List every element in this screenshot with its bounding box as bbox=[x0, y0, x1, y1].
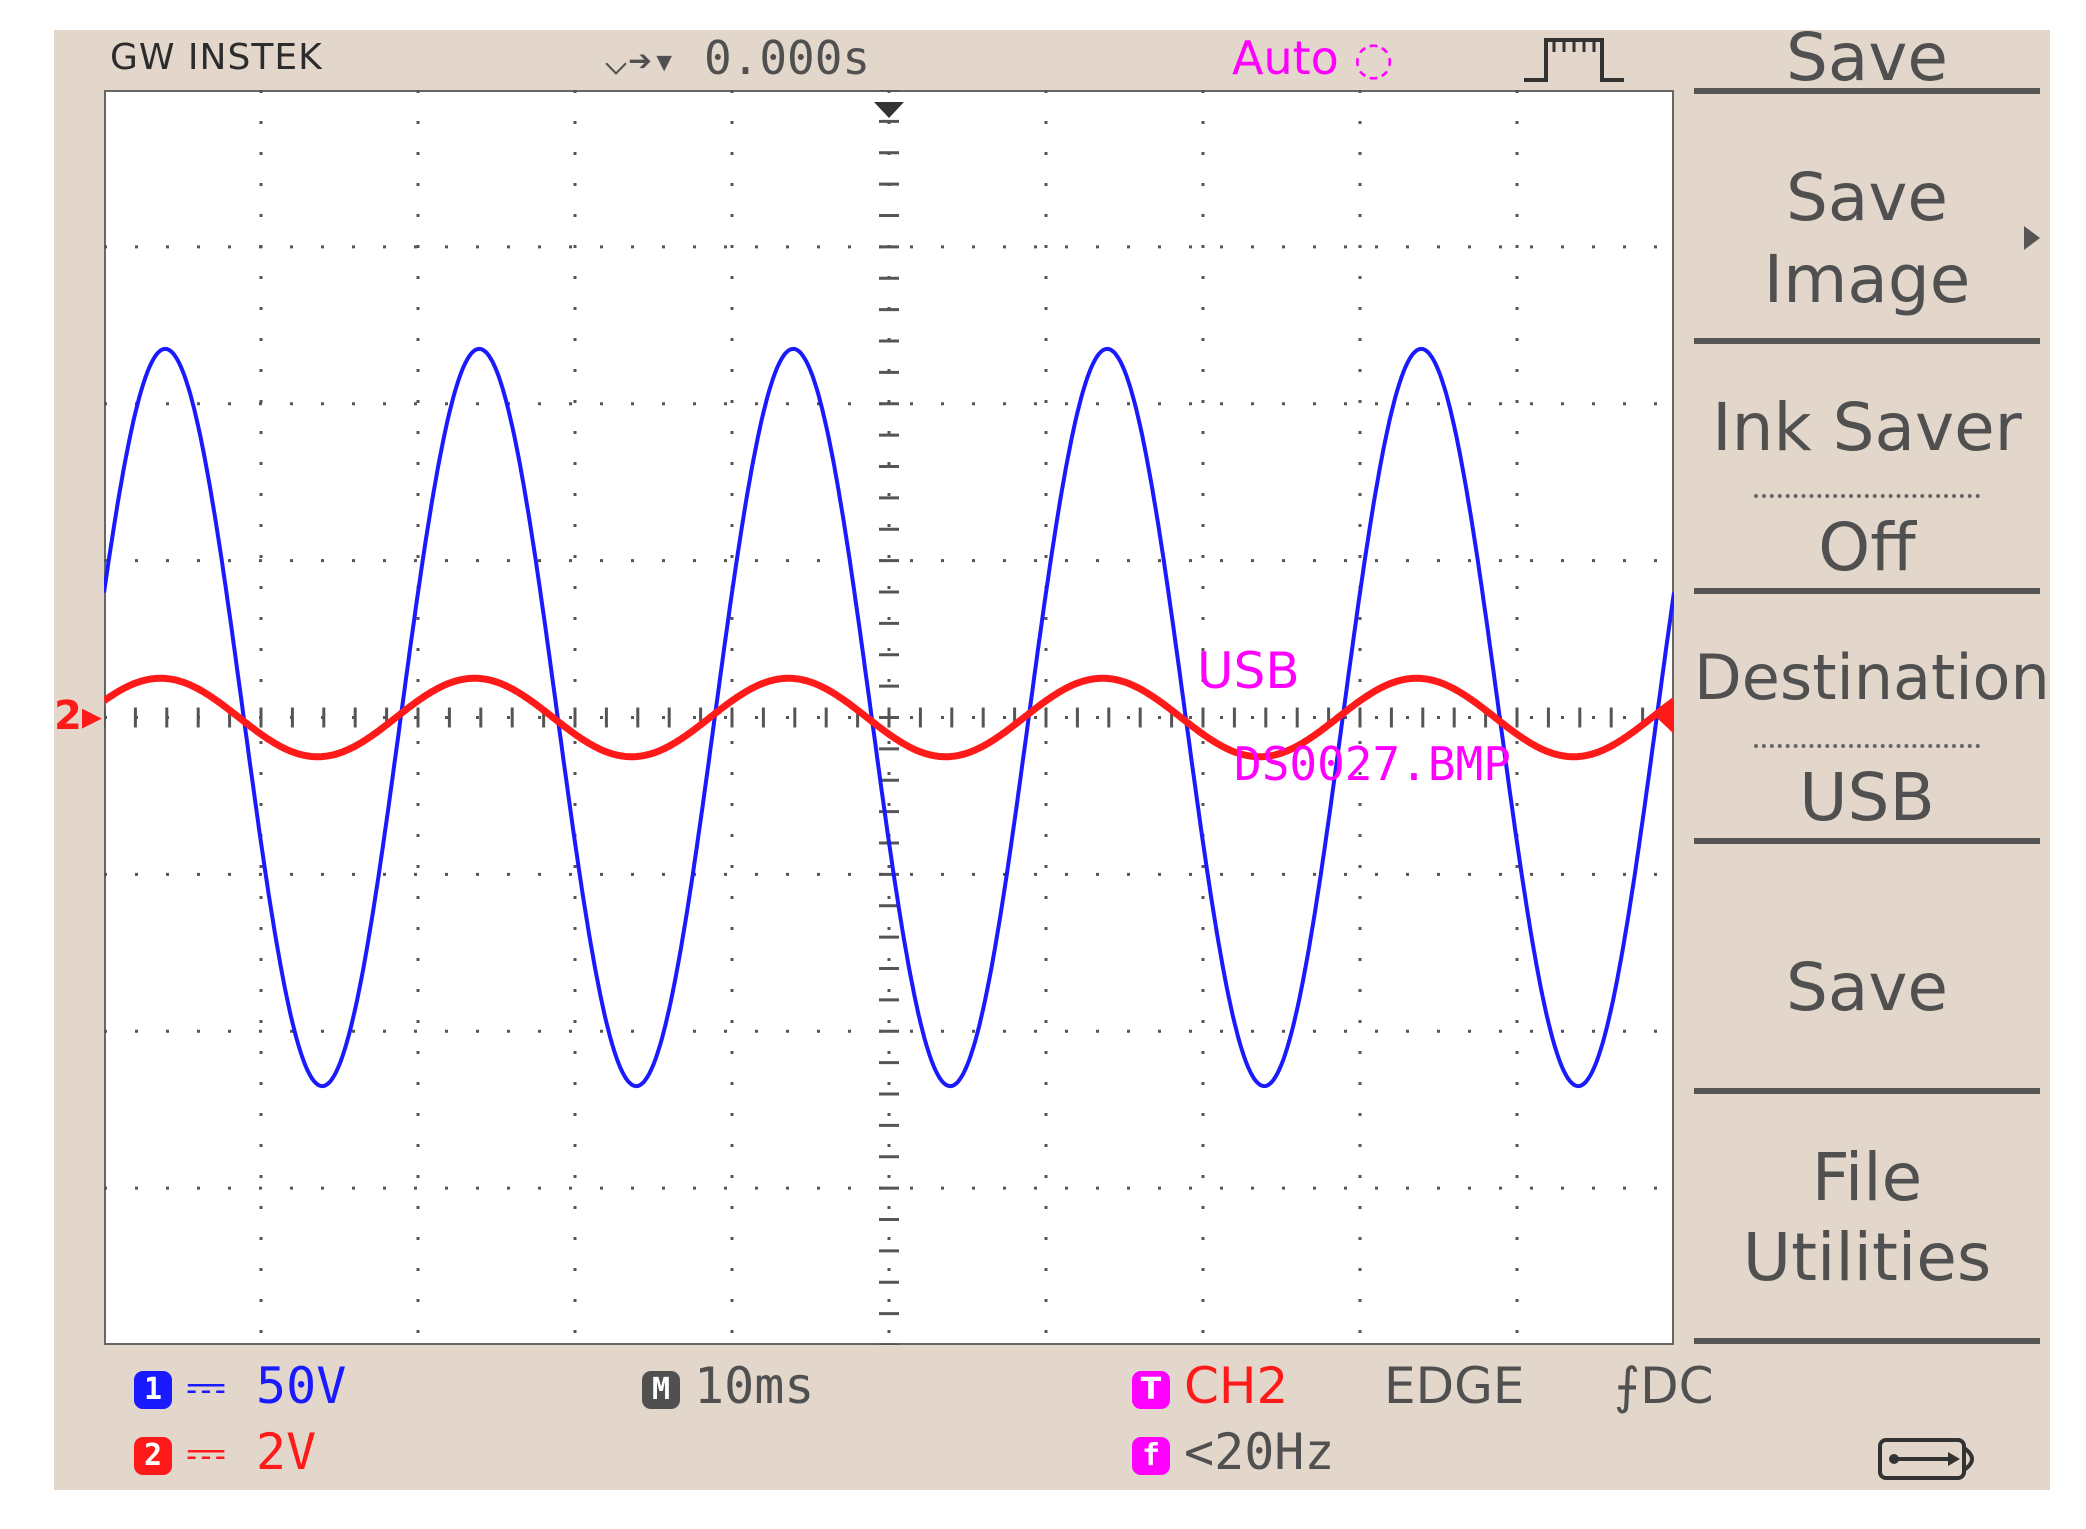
destination-value: USB bbox=[1799, 759, 1935, 836]
save-image-label-1: Save bbox=[1785, 159, 1948, 236]
ch1-waveform bbox=[104, 346, 1674, 1089]
frequency-value: <20Hz bbox=[1184, 1423, 1335, 1481]
oscilloscope-screen: GW INSTEK ⌵➔▾ 0.000s Auto ◌ USB DS0027.B… bbox=[54, 19, 2050, 1490]
dc-coupling-icon: ⎓ bbox=[186, 1423, 226, 1481]
timebase-value: 10ms bbox=[694, 1357, 815, 1415]
timebase-readout[interactable]: M 10ms bbox=[642, 1356, 814, 1416]
trigger-position-value: 0.000s bbox=[703, 31, 871, 85]
menu-divider bbox=[1694, 338, 2040, 344]
file-utilities-label-2: Utilities bbox=[1742, 1219, 1992, 1296]
trigger-position-marker-icon bbox=[874, 102, 904, 118]
acquire-mode-label: Auto bbox=[1232, 31, 1339, 85]
file-utilities-label-1: File bbox=[1811, 1139, 1923, 1216]
channel-2-ground-marker-icon: 2▸ bbox=[54, 693, 102, 739]
save-softkey[interactable]: Save bbox=[1694, 844, 2040, 1088]
ch2-scale: 2V bbox=[256, 1423, 317, 1481]
destination-softkey[interactable]: Destination USB bbox=[1694, 594, 2050, 838]
running-indicator-icon: ◌ bbox=[1353, 31, 1394, 85]
save-image-label-2: Image bbox=[1763, 241, 1971, 318]
brand-logo: GW INSTEK bbox=[110, 37, 323, 78]
trigger-coupling: DC bbox=[1640, 1357, 1714, 1415]
ink-saver-softkey[interactable]: Ink Saver Off bbox=[1694, 344, 2040, 588]
menu-title: Save bbox=[1785, 19, 1948, 96]
menu-divider bbox=[1694, 1088, 2040, 1094]
trigger-badge: T bbox=[1132, 1370, 1170, 1409]
save-destination-overlay: USB bbox=[1197, 642, 1300, 700]
ch2-badge: 2 bbox=[134, 1436, 172, 1475]
ch1-badge: 1 bbox=[134, 1370, 172, 1409]
timebase-badge: M bbox=[642, 1370, 680, 1409]
menu-dots bbox=[1754, 744, 1980, 748]
waveform-display: USB DS0027.BMP bbox=[104, 90, 1674, 1345]
acquire-mode: Auto ◌ bbox=[1232, 30, 1394, 90]
submenu-arrow-icon bbox=[2024, 226, 2040, 250]
menu-divider bbox=[1694, 838, 2040, 844]
menu-divider bbox=[1694, 1338, 2040, 1344]
trigger-position-readout: ⌵➔▾ 0.000s bbox=[604, 30, 870, 90]
save-image-softkey[interactable]: Save Image bbox=[1694, 94, 2040, 338]
destination-label: Destination bbox=[1694, 641, 2050, 714]
ink-saver-label: Ink Saver bbox=[1712, 389, 2022, 466]
save-label: Save bbox=[1785, 949, 1948, 1026]
rising-slope-icon: ⨍ bbox=[1614, 1357, 1641, 1415]
trigger-source: CH2 bbox=[1184, 1357, 1289, 1415]
graticule: USB DS0027.BMP bbox=[104, 90, 1674, 1345]
usb-icon bbox=[1878, 1438, 1974, 1480]
rising-edge-icon bbox=[1524, 38, 1624, 82]
ch1-scale-readout[interactable]: 1 ⎓ 50V bbox=[134, 1356, 346, 1416]
ink-saver-value: Off bbox=[1818, 509, 1916, 586]
ch1-scale: 50V bbox=[256, 1357, 347, 1415]
file-utilities-softkey[interactable]: File Utilities bbox=[1694, 1094, 2040, 1338]
trigger-position-icon: ⌵➔▾ bbox=[604, 38, 677, 84]
frequency-badge: f bbox=[1132, 1436, 1170, 1475]
saved-filename-overlay: DS0027.BMP bbox=[1234, 737, 1511, 791]
ch2-waveform bbox=[104, 674, 1674, 761]
menu-divider bbox=[1694, 588, 2040, 594]
trigger-type: EDGE bbox=[1384, 1357, 1525, 1415]
ch2-scale-readout[interactable]: 2 ⎓ 2V bbox=[134, 1422, 316, 1482]
trigger-level-arrow-icon bbox=[1656, 700, 1674, 734]
menu-divider bbox=[1694, 88, 2040, 94]
trigger-coupling-readout: ⨍DC bbox=[1614, 1356, 1713, 1416]
menu-dots bbox=[1754, 494, 1980, 498]
frequency-readout: f <20Hz bbox=[1132, 1422, 1335, 1482]
dc-coupling-icon: ⎓ bbox=[186, 1357, 226, 1415]
trigger-readout[interactable]: T CH2 bbox=[1132, 1356, 1288, 1416]
